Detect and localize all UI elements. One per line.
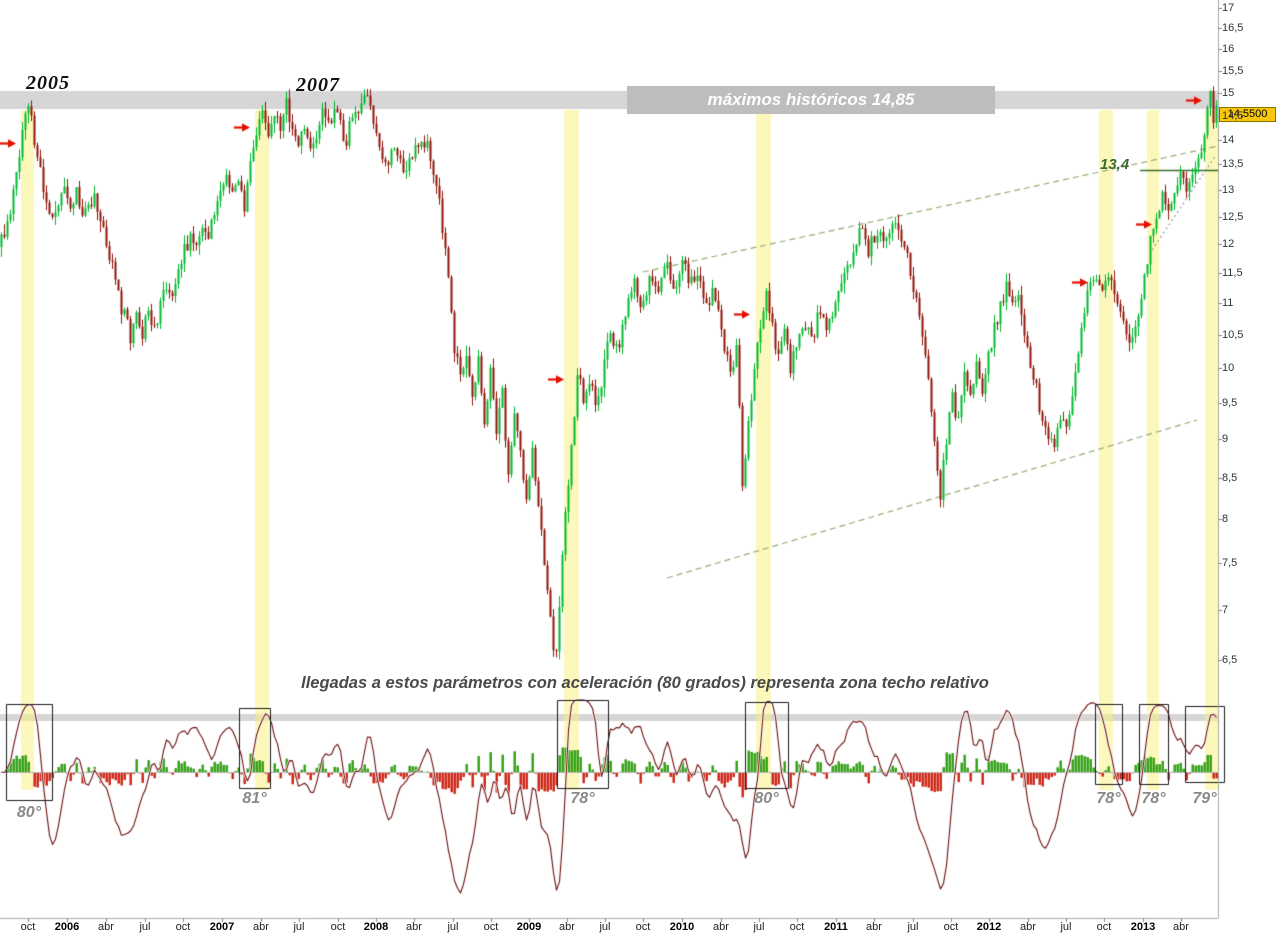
acceleration-note: llegadas a estos parámetros con acelerac… (301, 674, 989, 692)
x-axis-tick-label: oct (1096, 921, 1112, 933)
x-axis-tick-label: oct (483, 921, 499, 933)
x-axis-tick-label: oct (789, 921, 805, 933)
price-level-13-4-label: 13,4 (1100, 156, 1130, 173)
x-axis-tick-label: jul (1060, 921, 1072, 933)
last-price-badge: 14,5500 (1219, 106, 1276, 122)
y-axis-tick-label: 13 (1222, 183, 1235, 196)
x-axis-tick-label: abr (406, 921, 422, 933)
y-axis-tick-label: 7 (1222, 603, 1229, 616)
x-axis-tick-label: jul (753, 921, 765, 933)
y-axis-tick-label: 11 (1222, 297, 1234, 310)
x-axis-tick-label: 2012 (976, 921, 1002, 933)
x-axis-tick-label: abr (559, 921, 575, 933)
x-axis-tick-label: jul (447, 921, 459, 933)
angle-label: 78° (1141, 790, 1166, 807)
y-axis-tick-label: 16 (1222, 43, 1235, 56)
y-axis-tick-label: 16,5 (1222, 22, 1244, 35)
x-axis-tick-label: jul (139, 921, 151, 933)
y-axis-tick-label: 14,5 (1222, 109, 1244, 122)
x-axis-tick-label: oct (20, 921, 36, 933)
angle-label: 79° (1192, 790, 1217, 807)
x-axis-tick-label: oct (330, 921, 346, 933)
x-axis-tick-label: 2007 (209, 921, 235, 933)
x-axis-tick-label: oct (635, 921, 651, 933)
y-axis-tick-label: 13,5 (1222, 158, 1244, 171)
x-axis-tick-label: 2008 (363, 921, 389, 933)
x-axis-tick-label: abr (1173, 921, 1189, 933)
x-axis-tick-label: 2013 (1130, 921, 1156, 933)
y-axis-tick-label: 7,5 (1222, 556, 1238, 569)
x-axis-tick-label: abr (713, 921, 729, 933)
annotation-year-2005: 2005 (26, 72, 70, 94)
x-axis-tick-label: oct (943, 921, 959, 933)
y-axis-tick-label: 12 (1222, 238, 1235, 251)
y-axis-tick-label: 11,5 (1222, 267, 1243, 280)
y-axis-tick-label: 9,5 (1222, 396, 1238, 409)
angle-label: 78° (1096, 790, 1121, 807)
y-axis-tick-label: 10 (1222, 361, 1235, 374)
x-axis-tick-label: jul (599, 921, 611, 933)
y-axis-tick-label: 17 (1222, 2, 1235, 14)
y-axis-tick-label: 8 (1222, 513, 1229, 526)
y-axis-tick-label: 10,5 (1222, 328, 1244, 341)
y-axis-tick-label: 14 (1222, 133, 1235, 146)
historic-highs-banner: máximos históricos 14,85 (627, 86, 995, 114)
y-axis-tick-label: 12,5 (1222, 210, 1244, 223)
x-axis-tick-label: abr (866, 921, 882, 933)
x-axis-tick-label: abr (98, 921, 114, 933)
x-axis-tick-label: 2011 (824, 921, 848, 933)
x-axis-tick-label: abr (253, 921, 269, 933)
x-axis-tick-label: 2006 (54, 921, 80, 933)
x-axis-tick-label: jul (907, 921, 919, 933)
angle-label: 80° (16, 804, 42, 821)
x-axis-tick-label: abr (1020, 921, 1036, 933)
y-axis-tick-label: 15 (1222, 86, 1235, 99)
x-axis-tick-label: oct (175, 921, 191, 933)
angle-label: 80° (754, 790, 779, 807)
y-axis-tick-label: 6,5 (1222, 654, 1238, 666)
x-axis-tick-label: 2009 (516, 921, 542, 933)
angle-label: 81° (242, 790, 267, 807)
angle-label: 78° (570, 790, 595, 807)
y-axis-tick-label: 9 (1222, 433, 1229, 446)
x-axis-tick-label: jul (293, 921, 305, 933)
y-axis-tick-label: 8,5 (1222, 472, 1238, 485)
x-axis-tick-label: 2010 (669, 921, 695, 933)
annotation-year-2007: 2007 (296, 74, 340, 96)
y-axis-tick-label: 15,5 (1222, 64, 1244, 77)
